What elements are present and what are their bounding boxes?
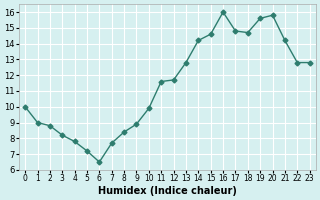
X-axis label: Humidex (Indice chaleur): Humidex (Indice chaleur) <box>98 186 237 196</box>
